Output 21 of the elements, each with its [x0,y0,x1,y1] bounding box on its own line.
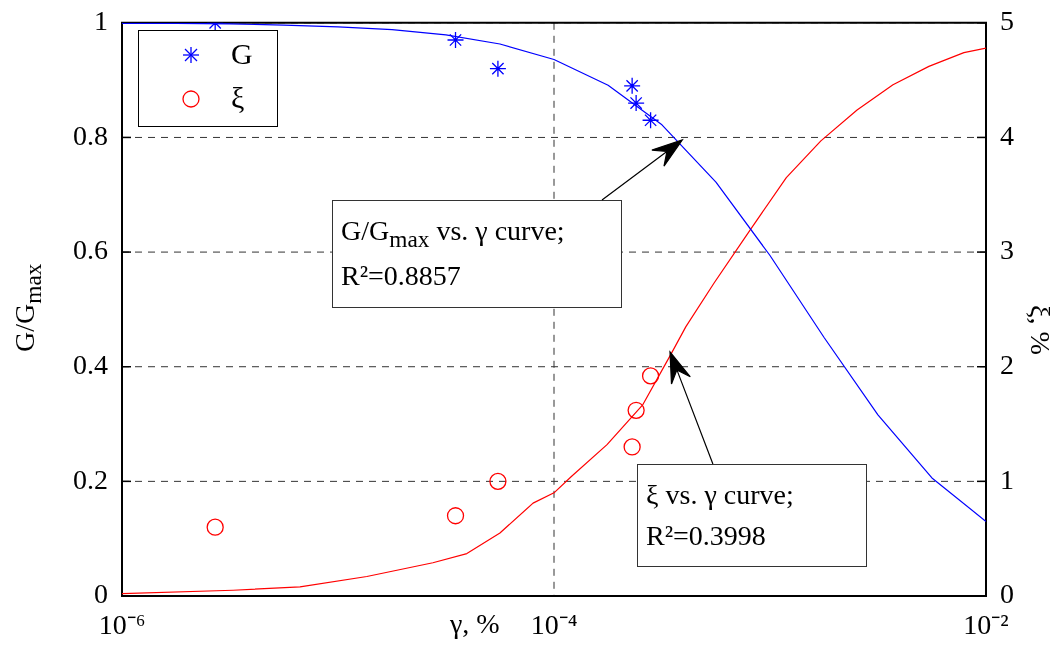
x-tick-label: 10⁻² [963,609,1009,641]
x-tick-label: 10⁻⁴ [530,609,578,641]
x-tick-label: 10⁻⁶ [98,609,146,641]
y-tick-label: 0.6 [73,234,108,266]
y2-axis-title: ξ, % [1023,305,1056,355]
y2-tick-label: 4 [1000,119,1014,151]
y2-tick-label: 2 [1000,349,1014,381]
y-tick-label: 0.8 [73,119,108,151]
y-tick-label: 0.2 [73,463,108,495]
y-tick-label: 0.4 [73,349,108,381]
y2-tick-label: 1 [1000,463,1014,495]
y2-tick-label: 5 [1000,5,1014,37]
annotation: ξ vs. γ curve; R²=0.3998 [637,464,867,568]
y-tick-label: 1 [94,5,108,37]
y2-tick-label: 3 [1000,234,1014,266]
x-axis-title: γ, % [450,608,500,640]
legend-label: G [231,37,253,71]
y-tick-label: 0 [94,578,108,610]
y2-tick-label: 0 [1000,578,1014,610]
annotation: G/G$_{max}$ vs. γ curve; R²=0.8857 [332,200,622,308]
legend-label: ξ [231,81,245,115]
